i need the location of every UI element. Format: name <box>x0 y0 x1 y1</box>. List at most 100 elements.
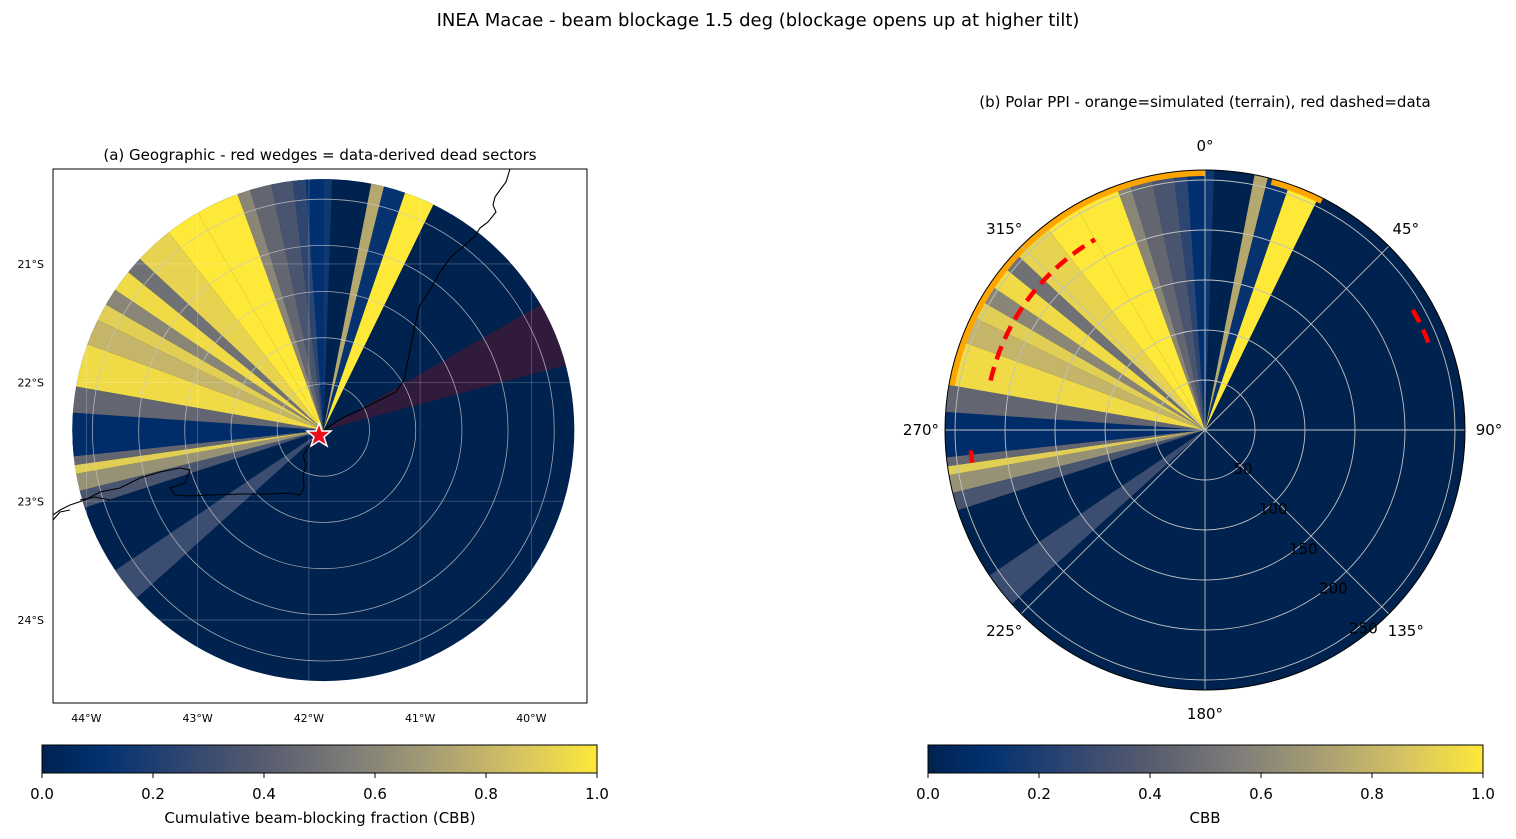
polar-sector-24 <box>1150 171 1205 430</box>
data-dead-arc-1 <box>988 237 1097 382</box>
polar-frame <box>944 169 1466 691</box>
panel-geographic: (a) Geographic - red wedges = data-deriv… <box>18 146 588 725</box>
geo-y-tick-1: 22°S <box>18 377 44 390</box>
geo-sector-4 <box>323 192 434 431</box>
polar-spoke-7 <box>1020 245 1206 431</box>
geo-sector-7 <box>79 430 324 508</box>
geo-y-tick-2: 23°S <box>18 495 44 508</box>
polar-r-label-1: 100 <box>1259 500 1288 518</box>
polar-sector-12 <box>945 384 1205 430</box>
polar-r-label-0: 50 <box>1234 460 1253 478</box>
polar-sector-13 <box>948 341 1205 430</box>
geo-ring-3 <box>138 244 509 616</box>
polar-sector-11 <box>944 411 1205 458</box>
colorbar-tick-label-4: 0.8 <box>474 785 498 803</box>
dead-sector-wedge-0 <box>323 304 566 431</box>
simulated-ring-arc-1 <box>1270 178 1324 204</box>
polar-theta-label-0: 0° <box>1196 137 1213 155</box>
polar-theta-label-1: 45° <box>1393 220 1420 238</box>
colorbar-tick-label-4: 0.8 <box>1360 785 1384 803</box>
geo-sector-11 <box>72 412 324 457</box>
polar-sector-20 <box>1044 204 1205 430</box>
polar-sector-26 <box>1186 169 1205 430</box>
polar-sector-9 <box>947 430 1205 476</box>
polar-radial-labels: 50 100 150 200 250 <box>1234 460 1378 638</box>
geo-y-tick-labels: 21°S 22°S 23°S 24°S <box>18 258 44 627</box>
polar-sector-7 <box>952 430 1205 511</box>
polar-sector-6 <box>989 430 1205 604</box>
polar-r-label-4: 250 <box>1349 620 1378 638</box>
geo-sector-21 <box>197 194 324 431</box>
geo-x-tick-2: 42°W <box>294 712 324 725</box>
colorbar-tick-label-1: 0.2 <box>141 785 165 803</box>
polar-sector-8 <box>948 430 1205 493</box>
geo-x-tick-1: 43°W <box>182 712 212 725</box>
polar-theta-label-2: 90° <box>1476 421 1503 439</box>
polar-sector-19 <box>1014 225 1205 430</box>
polar-r-label-3: 200 <box>1319 580 1348 598</box>
colorbar-tick-label-2: 0.4 <box>252 785 276 803</box>
colorbar-a-gradient <box>41 744 598 774</box>
colorbar-tick-label-3: 0.6 <box>363 785 387 803</box>
polar-sector-2 <box>1205 174 1268 430</box>
geo-sector-6 <box>115 430 324 598</box>
geo-sector-16 <box>106 289 324 431</box>
polar-spoke-3 <box>1204 429 1390 615</box>
simulated-ring-arc-0 <box>948 170 1206 386</box>
geo-y-tick-3: 24°S <box>18 614 44 627</box>
polar-theta-label-3: 135° <box>1388 622 1424 640</box>
data-dead-arc-2 <box>1410 308 1433 349</box>
geo-sector-3 <box>323 186 406 431</box>
polar-spoke-5 <box>1020 429 1206 615</box>
geo-ring-4 <box>92 198 555 662</box>
colorbar-tick-label-5: 1.0 <box>585 785 609 803</box>
colorbar-a-ticks: 0.0 0.2 0.4 0.6 0.8 1.0 <box>30 773 609 803</box>
polar-theta-label-6: 270° <box>903 421 939 439</box>
panel-polar: (b) Polar PPI - orange=simulated (terrai… <box>903 93 1502 723</box>
geo-sector-0 <box>323 179 333 431</box>
geo-sector-18 <box>128 258 324 431</box>
colorbar-b-ticks: 0.0 0.2 0.4 0.6 0.8 1.0 <box>916 773 1495 803</box>
geo-ring-0 <box>276 383 370 477</box>
polar-sector-14 <box>960 316 1205 430</box>
colorbar-tick-label-3: 0.6 <box>1249 785 1273 803</box>
geo-ring-1 <box>230 337 417 523</box>
geo-sector-26 <box>305 179 324 431</box>
geo-sector-13 <box>76 344 324 431</box>
colorbar-tick-label-2: 0.4 <box>1138 785 1162 803</box>
polar-sector-layer <box>944 169 1319 604</box>
polar-sector-25 <box>1173 170 1205 430</box>
geo-sector-14 <box>87 320 324 431</box>
geo-sector-10 <box>73 430 324 465</box>
geo-sector-9 <box>74 430 324 474</box>
geo-sector-15 <box>97 304 324 431</box>
colorbar-b-gradient <box>927 744 1484 774</box>
panel-a-frame <box>52 168 588 704</box>
panel-a-title: (a) Geographic - red wedges = data-deriv… <box>103 146 536 164</box>
geo-gridlines <box>53 169 587 703</box>
geo-y-tick-0: 21°S <box>18 258 44 271</box>
geo-sector-19 <box>139 232 324 431</box>
geo-range-rings <box>92 198 555 662</box>
geo-sector-12 <box>72 386 324 431</box>
polar-theta-label-4: 180° <box>1187 705 1223 723</box>
geo-sector-layer <box>72 179 575 682</box>
polar-sector-10 <box>946 430 1205 467</box>
data-dead-arc-0 <box>968 450 975 464</box>
polar-simulated-ring <box>948 170 1324 386</box>
polar-sector-0 <box>1205 170 1215 430</box>
geo-sector-20 <box>168 212 324 431</box>
colorbar-tick-label-5: 1.0 <box>1471 785 1495 803</box>
geo-x-tick-labels: 44°W 43°W 42°W 41°W 40°W <box>71 712 546 725</box>
geo-sector-2 <box>323 183 385 431</box>
colorbar-tick-label-0: 0.0 <box>916 785 940 803</box>
geo-sector-24 <box>271 180 324 431</box>
polar-theta-label-7: 315° <box>986 220 1022 238</box>
geo-x-tick-3: 41°W <box>405 712 435 725</box>
radar-site-star-icon <box>304 420 334 448</box>
geo-x-tick-0: 44°W <box>71 712 101 725</box>
colorbar-tick-label-1: 0.2 <box>1027 785 1051 803</box>
geo-sector-22 <box>237 190 324 431</box>
polar-sector-16 <box>979 284 1205 430</box>
